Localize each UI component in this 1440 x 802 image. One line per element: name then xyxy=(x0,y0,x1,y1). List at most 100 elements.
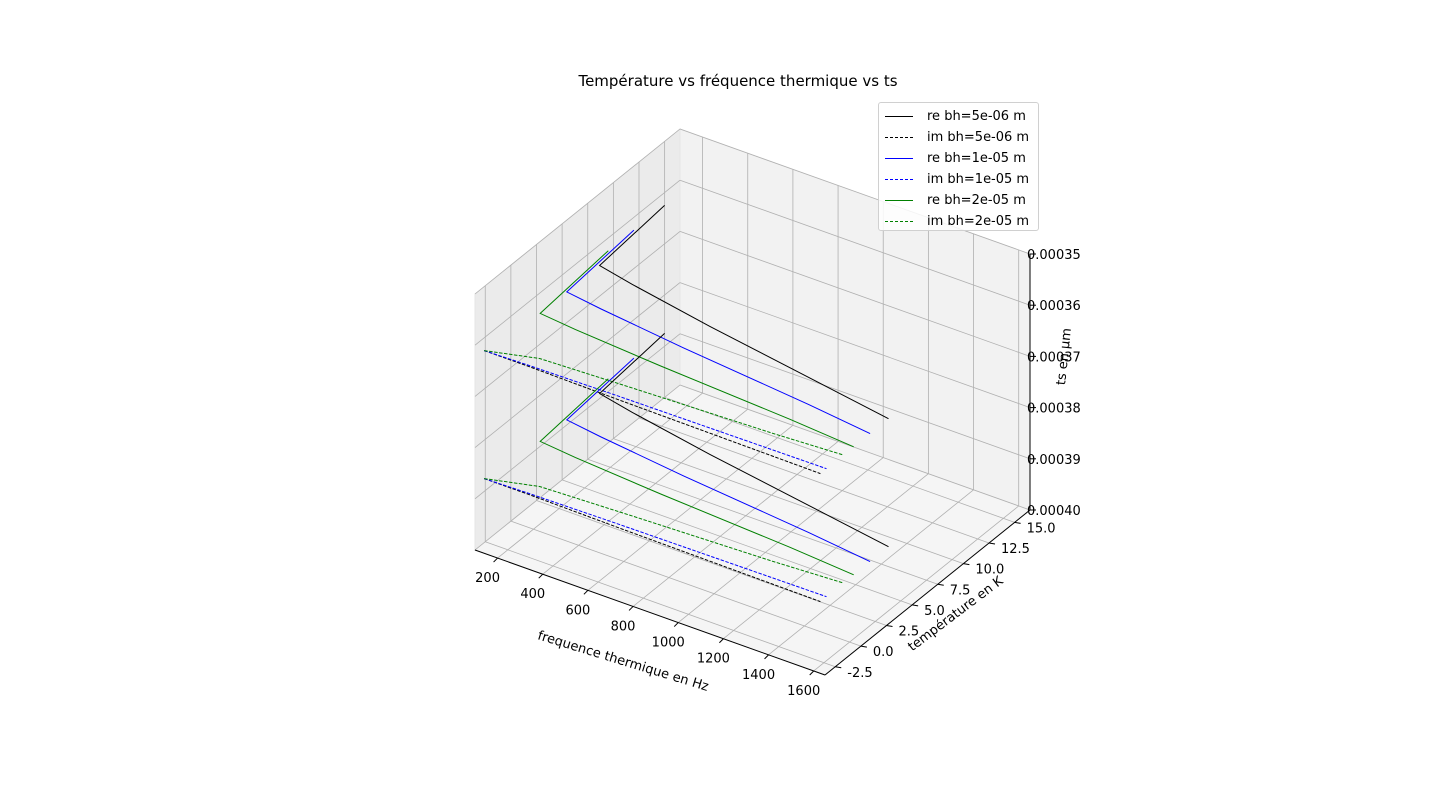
x-tick-label: 1600 xyxy=(787,684,820,699)
grid-line xyxy=(536,500,887,626)
y-tick-mark xyxy=(1014,521,1021,524)
z-tick-label: 0.00035 xyxy=(1027,248,1081,263)
series-line xyxy=(539,378,854,576)
legend-label: im bh=1e-05 m xyxy=(927,172,1030,187)
legend: re bh=5e-06 m im bh=5e-06 m re bh=1e-05 m i… xyxy=(878,102,1039,231)
legend-entry: im bh=1e-05 m xyxy=(885,169,1032,190)
grid-line xyxy=(813,505,1019,672)
z-tick-label: 0.00039 xyxy=(1027,453,1081,468)
grid-line xyxy=(587,458,938,585)
grid-line xyxy=(510,520,862,647)
y-tick-mark xyxy=(835,666,842,669)
legend-swatch xyxy=(885,116,913,117)
legend-swatch xyxy=(885,200,913,201)
series-line xyxy=(484,350,821,475)
z-tick-label: 0.00038 xyxy=(1027,402,1081,417)
x-tick-mark xyxy=(493,557,498,563)
legend-label: im bh=5e-06 m xyxy=(927,130,1030,145)
z-tick-label: 0.00036 xyxy=(1027,299,1081,314)
y-tick-mark xyxy=(912,604,919,607)
series-line xyxy=(598,205,889,420)
grid-line xyxy=(561,479,913,606)
x-tick-label: 800 xyxy=(611,619,636,634)
y-tick-mark xyxy=(886,625,893,627)
y-tick-mark xyxy=(937,583,944,586)
grid-line xyxy=(679,128,1031,255)
y-tick-mark xyxy=(963,563,970,566)
grid-line xyxy=(474,333,681,500)
y-tick-label: -2.5 xyxy=(847,666,872,681)
grid-line xyxy=(613,438,964,565)
series-line xyxy=(484,478,844,584)
legend-entry: re bh=1e-05 m xyxy=(885,148,1032,169)
x-tick-mark xyxy=(628,606,634,611)
legend-entry: re bh=5e-06 m xyxy=(885,106,1032,127)
y-tick-label: 7.5 xyxy=(950,583,971,598)
grid-line xyxy=(677,457,884,623)
y-tick-label: 5.0 xyxy=(924,604,945,619)
x-tick-mark xyxy=(719,638,724,644)
grid-line xyxy=(679,231,1031,357)
grid-lines xyxy=(474,128,1031,672)
grid-line xyxy=(474,179,681,346)
chart-title: Température vs fréquence thermique vs ts xyxy=(578,72,898,90)
legend-label: im bh=2e-05 m xyxy=(927,214,1030,229)
series-line xyxy=(484,350,827,470)
grid-line xyxy=(679,333,1031,460)
x-tick-mark xyxy=(583,589,589,595)
series-line xyxy=(484,350,844,456)
data-series xyxy=(484,205,889,603)
series-line xyxy=(484,478,821,603)
grid-line xyxy=(679,384,1031,511)
series-line xyxy=(598,333,889,548)
y-tick-label: 15.0 xyxy=(1027,521,1056,536)
grid-line xyxy=(679,179,1031,306)
grid-line xyxy=(723,473,929,640)
legend-label: re bh=2e-05 m xyxy=(927,193,1026,208)
series-line xyxy=(565,357,871,563)
legend-label: re bh=1e-05 m xyxy=(927,151,1026,166)
legend-entry: im bh=5e-06 m xyxy=(885,127,1032,148)
grid-line xyxy=(768,489,974,656)
legend-swatch xyxy=(885,158,913,159)
grid-line xyxy=(679,282,1031,408)
grid-line xyxy=(497,392,703,559)
tick-labels: 200 400 600 800 1000 1200 1400 1600 -2.50.0 2.5 5.… xyxy=(475,248,1081,699)
legend-swatch xyxy=(885,137,913,138)
grid-line xyxy=(474,128,681,295)
y-tick-label: 12.5 xyxy=(1001,542,1030,557)
y-tick-label: 0.0 xyxy=(873,645,894,660)
y-tick-mark xyxy=(988,542,996,545)
series-line xyxy=(565,229,871,435)
grid-line xyxy=(638,417,990,544)
series-line xyxy=(484,478,827,598)
grid-line xyxy=(664,396,1015,523)
z-tick-label: 0.00037 xyxy=(1027,350,1081,365)
x-axis-line xyxy=(474,549,826,676)
x-tick-mark xyxy=(764,654,769,660)
series-line xyxy=(539,250,854,448)
y-tick-label: 2.5 xyxy=(899,625,920,640)
x-tick-mark xyxy=(809,670,815,676)
grid-line xyxy=(474,231,681,397)
z-axis-label: ts en µm xyxy=(1054,327,1075,386)
y-axis-line xyxy=(824,509,1031,676)
grid-line xyxy=(474,282,681,448)
legend-label: re bh=5e-06 m xyxy=(927,109,1026,124)
x-tick-mark xyxy=(673,622,679,627)
x-tick-label: 400 xyxy=(520,587,545,602)
x-tick-label: 200 xyxy=(475,571,500,586)
legend-entry: im bh=2e-05 m xyxy=(885,211,1032,232)
x-tick-label: 1200 xyxy=(697,652,730,667)
grid-line xyxy=(542,408,748,575)
grid-line xyxy=(632,441,839,607)
x-tick-mark xyxy=(538,573,544,579)
x-tick-label: 1000 xyxy=(652,636,685,651)
legend-swatch xyxy=(885,179,913,180)
grid-line xyxy=(587,425,794,591)
legend-entry: re bh=2e-05 m xyxy=(885,190,1032,211)
grid-line xyxy=(474,384,681,551)
y-tick-mark xyxy=(860,645,867,648)
x-tick-label: 1400 xyxy=(742,668,775,683)
